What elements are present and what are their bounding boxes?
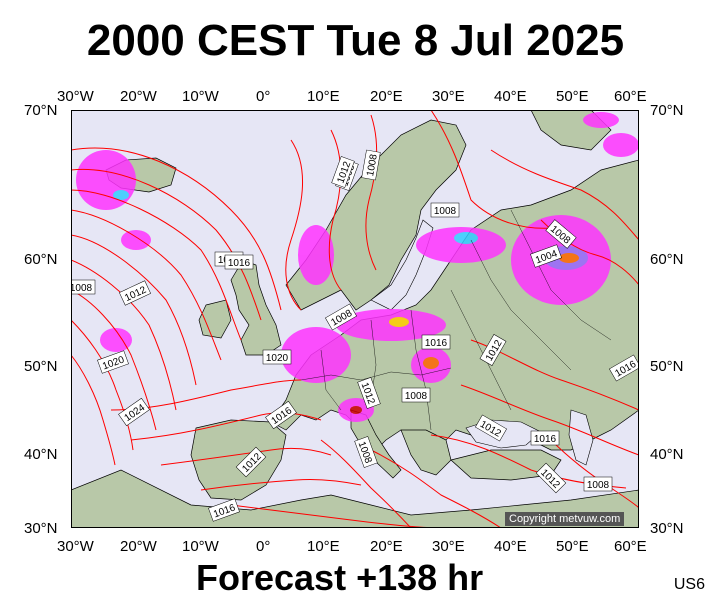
- isobar-label: 1016: [228, 258, 251, 269]
- lon-tick-top: 40°E: [494, 88, 527, 105]
- isobar-label: 1020: [266, 353, 289, 364]
- isobar-line: [460, 384, 639, 456]
- lon-tick-top: 0°: [256, 88, 271, 105]
- lon-tick-top: 20°E: [370, 88, 403, 105]
- precip-arctic-east: [603, 133, 639, 157]
- precip-iceland: [76, 150, 136, 210]
- lon-tick-bottom: 10°W: [182, 538, 219, 555]
- isobar-label: 1008: [405, 391, 428, 402]
- lat-tick-left: 60°N: [24, 251, 58, 268]
- lon-tick-bottom: 20°E: [370, 538, 403, 555]
- lon-tick-top: 20°W: [120, 88, 157, 105]
- isobar-label: 1016: [534, 434, 557, 445]
- isobar-line: [328, 129, 342, 291]
- isobar-label: 1016: [425, 338, 448, 349]
- copyright-badge: Copyright metvuw.com: [505, 512, 625, 526]
- isobar-line: [285, 139, 303, 311]
- forecast-hour-label: Forecast +138 hr: [196, 557, 484, 598]
- lat-tick-right: 70°N: [650, 102, 684, 119]
- isobar-line: [71, 289, 157, 431]
- lon-tick-bottom: 10°E: [307, 538, 340, 555]
- isobar-label: 1008: [71, 283, 93, 294]
- precip-italy-core: [350, 406, 362, 414]
- precip-iceland-core: [113, 190, 129, 200]
- precip-finland: [416, 227, 506, 263]
- isobar-line: [71, 319, 134, 451]
- lon-tick-bottom: 0°: [256, 538, 271, 555]
- lon-tick-top: 10°E: [307, 88, 340, 105]
- lon-tick-top: 60°E: [614, 88, 647, 105]
- isobar-line: [160, 447, 332, 466]
- isobar-line: [71, 209, 222, 361]
- isobar-line: [71, 259, 177, 411]
- lat-tick-left: 30°N: [24, 520, 58, 537]
- isobars: [71, 110, 639, 528]
- precip-poland-core: [389, 317, 409, 327]
- isobar-line: [320, 439, 412, 528]
- isobar-line: [71, 168, 262, 321]
- isobar-line: [365, 114, 378, 271]
- precip-france: [281, 327, 351, 383]
- lon-tick-bottom: 60°E: [614, 538, 647, 555]
- isobar-labels: 1016 1012 1008 1008 1012 1008 1008 1004 …: [71, 149, 639, 522]
- isobar-line: [430, 110, 552, 229]
- isobar-line: [200, 478, 362, 491]
- lat-tick-left: 70°N: [24, 102, 58, 119]
- lon-tick-top: 10°W: [182, 88, 219, 105]
- land-balkans: [400, 429, 452, 476]
- precip-atlantic-north: [121, 230, 151, 250]
- map-frame: [71, 110, 639, 528]
- precip-atlantic: [100, 328, 132, 352]
- map-title: 2000 CEST Tue 8 Jul 2025: [86, 16, 625, 65]
- land-italy: [350, 409, 402, 479]
- lon-tick-top: 50°E: [556, 88, 589, 105]
- lat-tick-left: 50°N: [24, 358, 58, 375]
- lon-tick-top: 30°W: [57, 88, 94, 105]
- lat-tick-right: 30°N: [650, 520, 684, 537]
- lon-tick-bottom: 30°E: [432, 538, 465, 555]
- precip-arctic-west: [583, 112, 619, 128]
- lon-tick-top: 30°E: [432, 88, 465, 105]
- isobar-line: [71, 354, 116, 466]
- isobar-line: [71, 189, 242, 341]
- land-iberia: [190, 419, 287, 501]
- isobar-label: 1008: [434, 206, 457, 217]
- isobar-line: [130, 412, 322, 441]
- lat-tick-right: 60°N: [650, 251, 684, 268]
- lat-tick-right: 40°N: [650, 446, 684, 463]
- precip-finland-core: [454, 232, 478, 244]
- lon-tick-bottom: 20°W: [120, 538, 157, 555]
- isobar-label: 1008: [587, 480, 610, 491]
- model-code: US6: [673, 576, 705, 593]
- caspian-sea: [568, 409, 594, 466]
- precip-scandinavia-west: [298, 225, 334, 285]
- isobar-line: [370, 449, 502, 528]
- precip-russia-core: [559, 253, 579, 263]
- isobar-line: [71, 234, 197, 386]
- lat-tick-left: 40°N: [24, 446, 58, 463]
- lon-tick-bottom: 50°E: [556, 538, 589, 555]
- isobar-label: 1008: [365, 153, 380, 177]
- lon-tick-bottom: 30°W: [57, 538, 94, 555]
- isobar-line: [490, 149, 639, 241]
- country-borders: [300, 209, 612, 431]
- lon-tick-bottom: 40°E: [494, 538, 527, 555]
- isobar-line: [71, 147, 282, 311]
- lat-tick-right: 50°N: [650, 358, 684, 375]
- forecast-map[interactable]: 1016 1012 1008 1008 1012 1008 1008 1004 …: [71, 110, 639, 528]
- land-turkey: [450, 449, 562, 481]
- precip-ukraine-core: [423, 357, 439, 369]
